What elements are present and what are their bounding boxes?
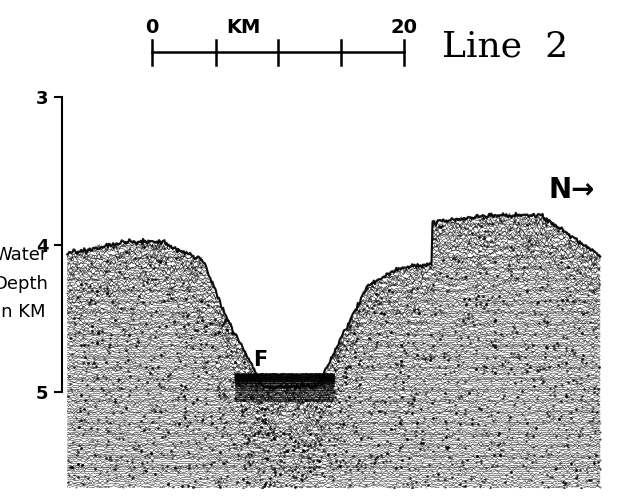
Text: Line  2: Line 2 — [442, 30, 569, 64]
Text: 20: 20 — [391, 18, 418, 37]
Text: Depth: Depth — [0, 275, 48, 293]
Text: in KM: in KM — [0, 303, 46, 321]
Text: Water: Water — [0, 247, 48, 264]
Text: N→: N→ — [548, 176, 595, 204]
Text: KM: KM — [226, 18, 261, 37]
Text: F: F — [253, 350, 268, 370]
Text: 0: 0 — [145, 18, 158, 37]
